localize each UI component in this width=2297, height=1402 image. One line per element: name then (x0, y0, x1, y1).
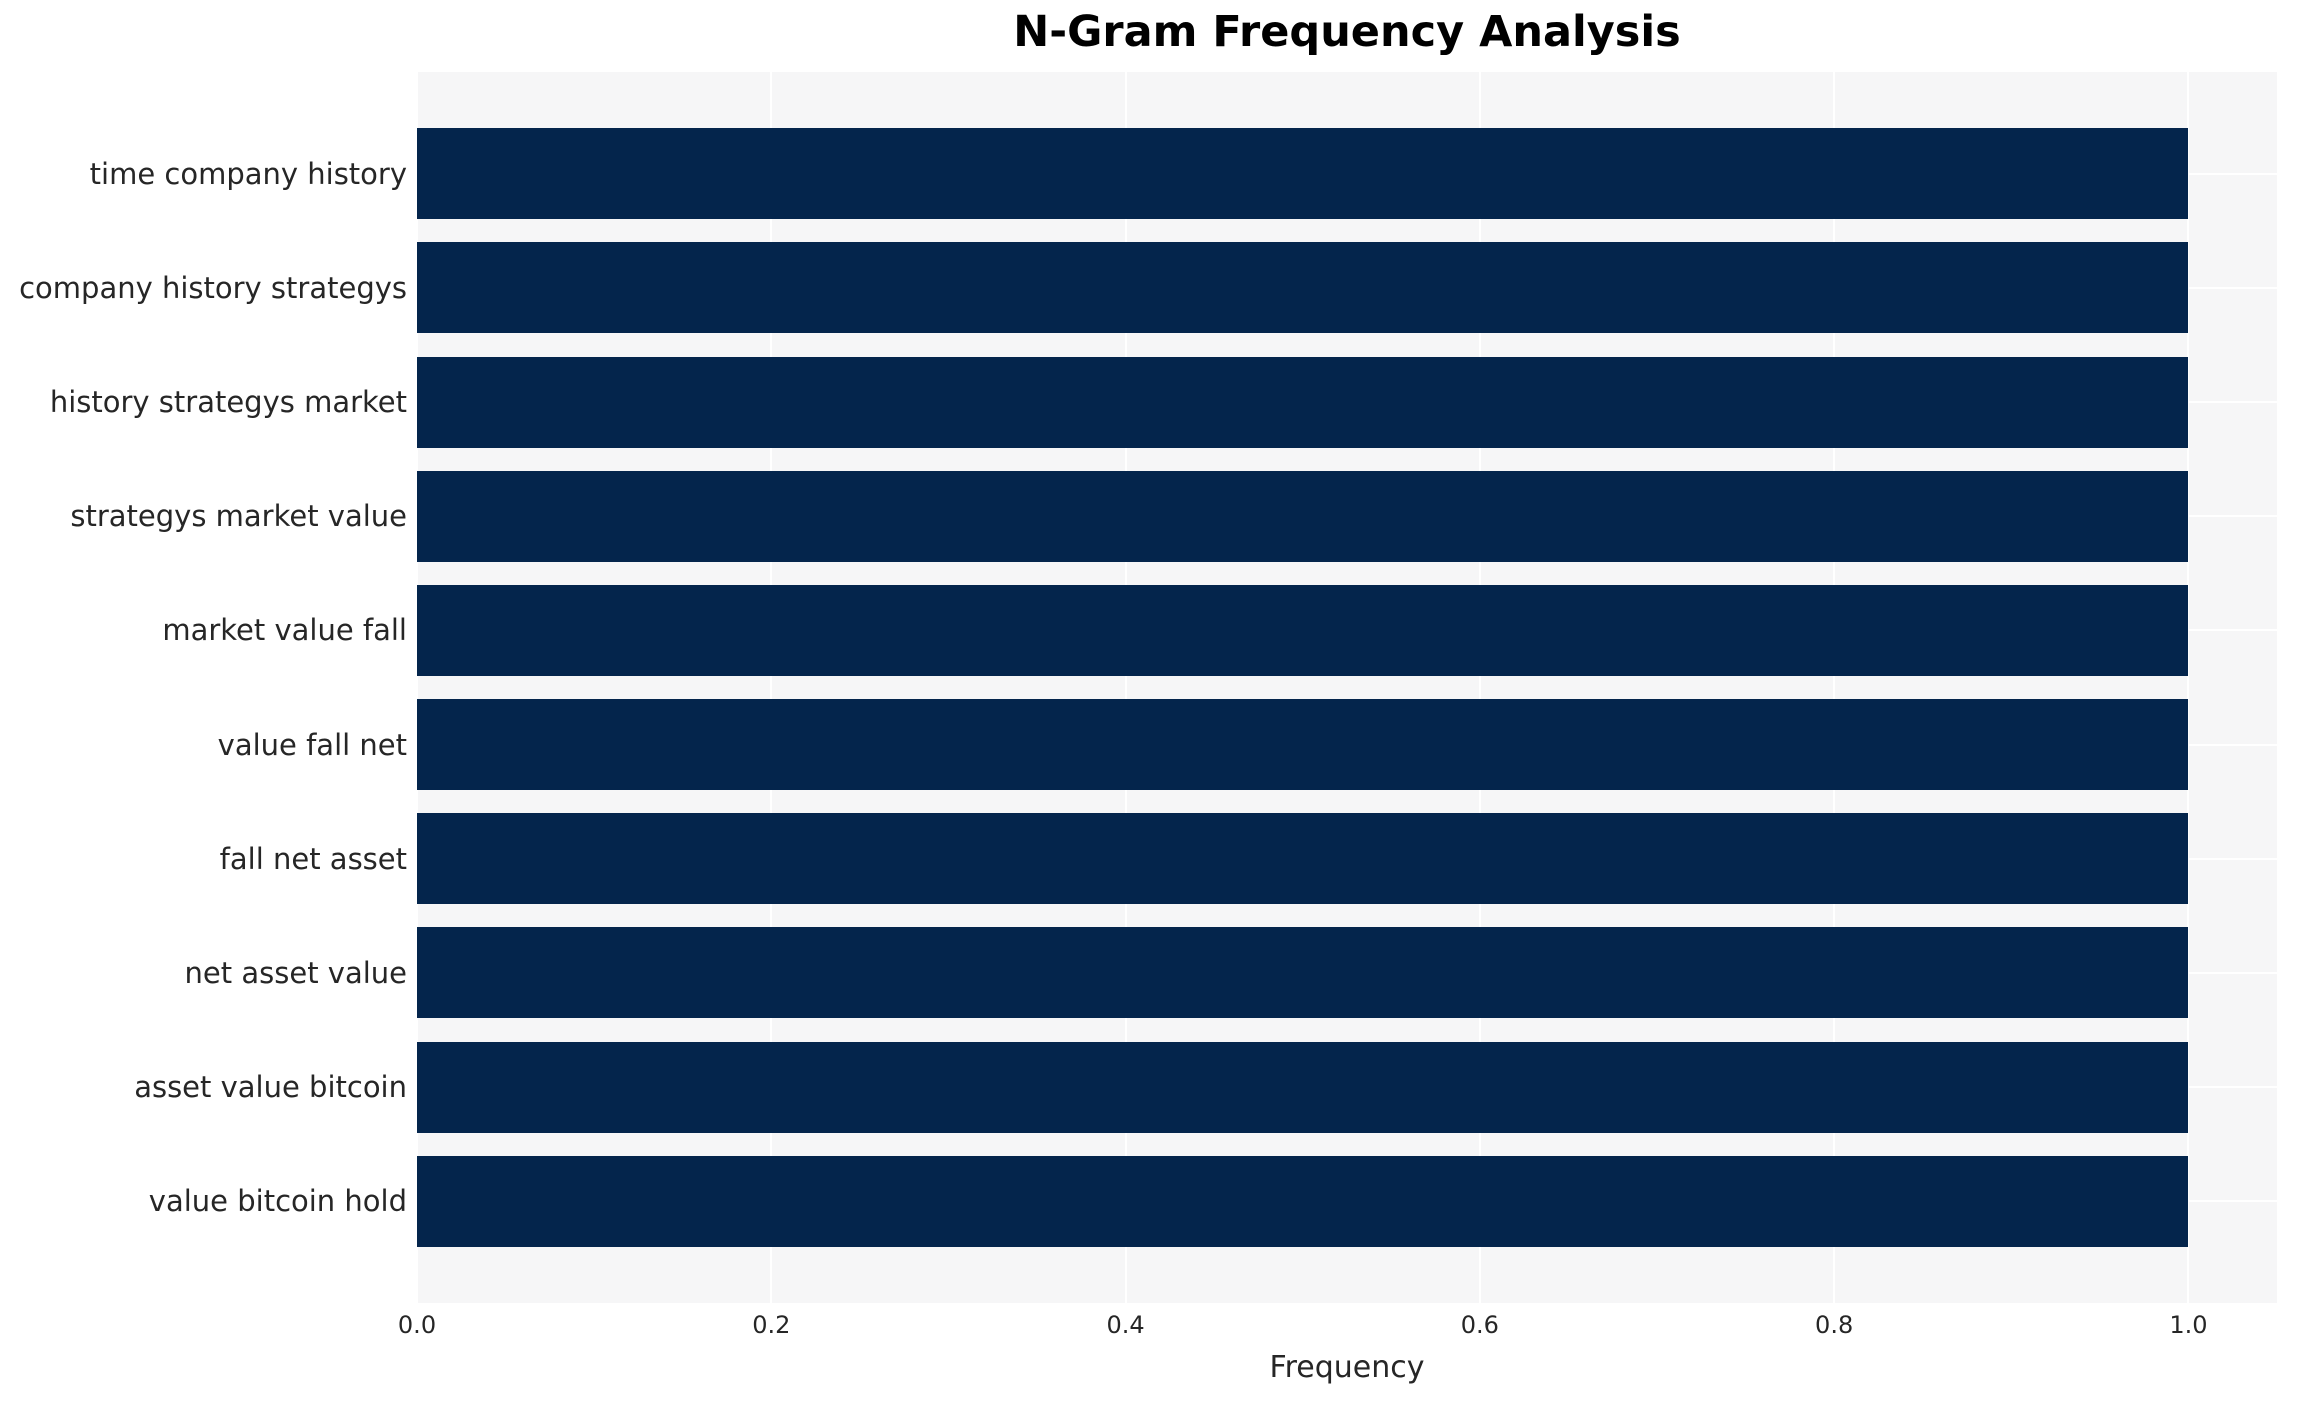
plot-area (416, 72, 2277, 1303)
bar-market-value-fall (417, 584, 2189, 676)
x-tick-label: 0.6 (1460, 1311, 1499, 1339)
x-tick-label: 0.0 (397, 1311, 437, 1339)
gridline-vertical (1478, 72, 1481, 1303)
bar-strategys-market-value (417, 470, 2189, 562)
y-tick-label: company history strategys (19, 270, 407, 305)
bar-value-bitcoin-hold (417, 1155, 2189, 1247)
bar-fall-net-asset (417, 813, 2189, 905)
bar-company-history-strategys (417, 242, 2189, 334)
x-tick-label: 0.8 (1815, 1311, 1854, 1339)
y-tick-label: fall net asset (219, 841, 407, 876)
gridline-vertical (416, 72, 418, 1303)
gridline-vertical (770, 72, 773, 1303)
y-tick-label: history strategys market (49, 385, 407, 420)
gridline-vertical (1833, 72, 1836, 1303)
x-tick-label: 0.2 (752, 1311, 791, 1339)
gridline-vertical (1124, 72, 1127, 1303)
y-tick-label: asset value bitcoin (134, 1070, 407, 1105)
bar-net-asset-value (417, 927, 2189, 1019)
y-tick-label: strategys market value (70, 499, 407, 534)
gridline-vertical (2187, 72, 2190, 1303)
x-tick-label: 0.4 (1106, 1311, 1145, 1339)
y-tick-label: value fall net (217, 727, 407, 762)
bar-history-strategys-market (417, 356, 2189, 448)
y-tick-label: net asset value (184, 955, 407, 990)
bar-asset-value-bitcoin (417, 1041, 2189, 1133)
x-axis-title: Frequency (1269, 1350, 1425, 1385)
y-tick-label: time company history (89, 156, 407, 191)
y-tick-label: value bitcoin hold (148, 1184, 407, 1219)
x-tick-label: 1.0 (2169, 1311, 2208, 1339)
y-tick-label: market value fall (162, 613, 407, 648)
bar-value-fall-net (417, 699, 2189, 791)
chart-title: N-Gram Frequency Analysis (1013, 7, 1681, 57)
bar-time-company-history (417, 128, 2189, 220)
